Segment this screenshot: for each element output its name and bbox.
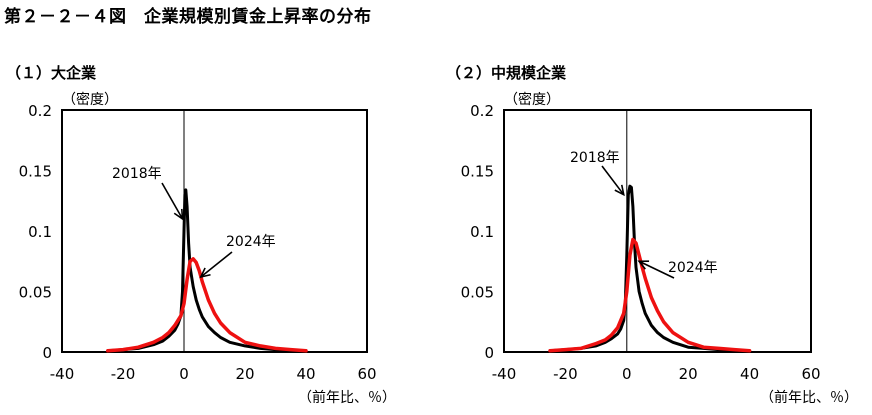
plot-frame bbox=[61, 109, 368, 353]
x-tick-label: 40 bbox=[296, 365, 315, 383]
annotation-arrow bbox=[638, 260, 675, 279]
figure-title: 第２－２－４図 企業規模別賃金上昇率の分布 bbox=[4, 7, 372, 27]
series-line-2018年 bbox=[106, 188, 308, 353]
panel-title-large: （１）大企業 bbox=[6, 64, 97, 82]
y-tick-label: 0.2 bbox=[470, 102, 494, 120]
y-axis-label: （密度） bbox=[62, 91, 118, 108]
x-tick-label: 60 bbox=[801, 365, 820, 383]
y-tick-label: 0.15 bbox=[19, 163, 52, 181]
chart-medium-companies: （密度） （前年比、％） 0 0.05 0.1 0.15 0.2 -40 -20 0 20 40 6… bbox=[461, 91, 858, 406]
series-line-2018年 bbox=[548, 184, 752, 353]
annotation-arrowhead bbox=[173, 208, 184, 221]
x-axis-label: （前年比、％） bbox=[298, 389, 396, 406]
x-tick-label: 60 bbox=[357, 365, 376, 383]
y-tick-label: 0 bbox=[42, 344, 52, 362]
chart-large-companies: （密度） （前年比、％） 0 0.05 0.1 0.15 0.2 -40 -20 0 20 40 6… bbox=[19, 91, 396, 406]
y-tick-label: 0.05 bbox=[19, 284, 52, 302]
x-tick-label: 0 bbox=[622, 365, 632, 383]
plot-group: 0 0.05 0.1 0.15 0.2 -40 -20 0 20 40 60 2018年 2024年 bbox=[461, 102, 821, 383]
series-line-2024年 bbox=[106, 257, 308, 353]
y-tick-label: 0.05 bbox=[461, 284, 494, 302]
plot-frame bbox=[503, 109, 812, 353]
series-line-2024年 bbox=[548, 237, 752, 353]
annotation-arrowhead bbox=[614, 184, 625, 197]
annotation-label: 2018年 bbox=[570, 150, 620, 166]
annotation-label: 2024年 bbox=[226, 234, 276, 250]
plot-group: 0 0.05 0.1 0.15 0.2 -40 -20 0 20 40 60 2018年 2024年 bbox=[19, 102, 377, 383]
x-tick-label: -40 bbox=[492, 365, 517, 383]
x-tick-label: 20 bbox=[679, 365, 698, 383]
x-tick-label: 0 bbox=[179, 365, 189, 383]
panel-title-medium: （２）中規模企業 bbox=[446, 64, 567, 82]
y-axis-label: （密度） bbox=[504, 91, 560, 108]
annotation-label: 2018年 bbox=[112, 166, 162, 182]
y-tick-label: 0.1 bbox=[470, 223, 494, 241]
annotation-arrow bbox=[200, 251, 233, 278]
annotation-arrowhead bbox=[199, 267, 211, 279]
x-tick-label: 20 bbox=[235, 365, 254, 383]
y-tick-label: 0.1 bbox=[28, 223, 52, 241]
annotation-arrow bbox=[161, 182, 184, 220]
x-axis-label: （前年比、％） bbox=[760, 389, 858, 406]
y-tick-label: 0.15 bbox=[461, 163, 494, 181]
y-tick-label: 0.2 bbox=[28, 102, 52, 120]
x-tick-label: -40 bbox=[50, 365, 75, 383]
y-tick-label: 0 bbox=[484, 344, 494, 362]
x-tick-label: 40 bbox=[740, 365, 759, 383]
annotation-label: 2024年 bbox=[668, 260, 718, 276]
annotation-arrow bbox=[601, 165, 625, 196]
annotation-arrowhead bbox=[637, 260, 650, 270]
x-tick-label: -20 bbox=[553, 365, 578, 383]
x-tick-label: -20 bbox=[111, 365, 136, 383]
